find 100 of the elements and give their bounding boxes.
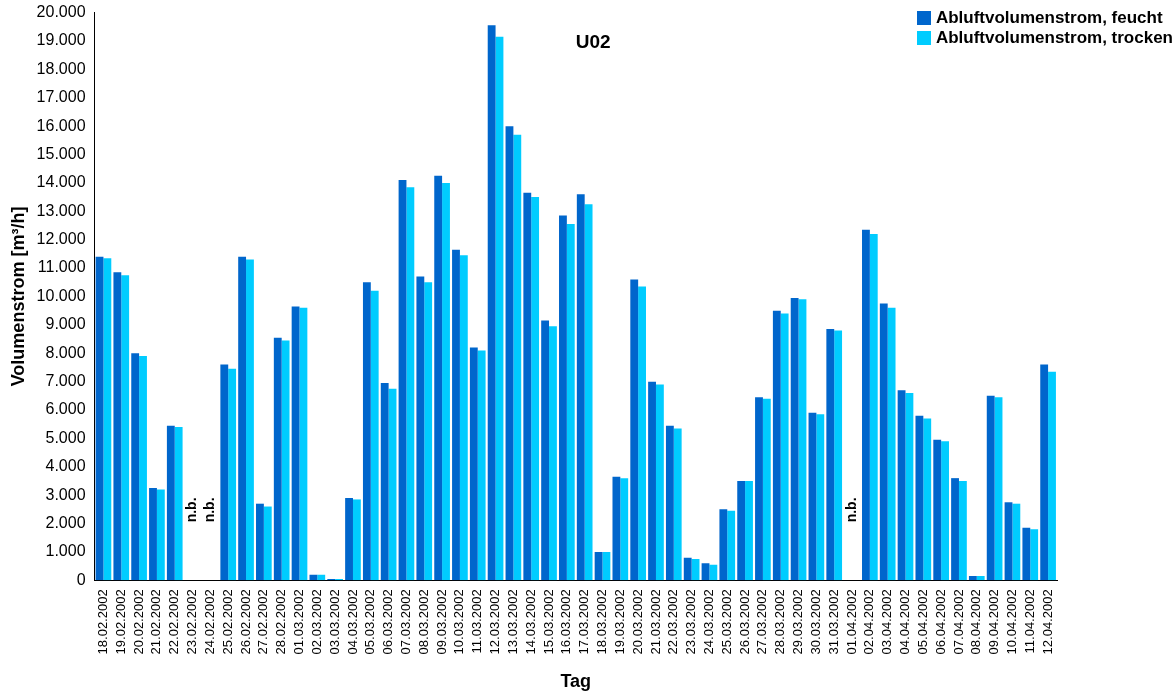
x-tick-label: 01.04.2002 — [843, 589, 859, 655]
y-tick-label: 1.000 — [45, 542, 86, 560]
x-tick-label: 19.03.2002 — [611, 589, 627, 655]
annotation: n.b. — [842, 497, 859, 523]
bar — [790, 297, 799, 581]
x-tick-label: 10.03.2002 — [451, 589, 467, 655]
bar — [834, 330, 843, 581]
bar — [869, 234, 878, 581]
bar — [933, 439, 942, 581]
x-tick-label: 24.02.2002 — [201, 589, 217, 655]
annotation: n.b. — [183, 497, 200, 523]
bar — [370, 290, 379, 581]
x-tick-label: 09.04.2002 — [986, 589, 1002, 655]
bar — [281, 340, 290, 581]
bar — [531, 197, 540, 581]
y-tick-label: 3.000 — [45, 485, 86, 503]
bar — [523, 192, 532, 581]
annotation: n.b. — [201, 497, 218, 523]
x-tick-label: 02.04.2002 — [861, 589, 877, 655]
x-tick-label: 08.03.2002 — [415, 589, 431, 655]
bar — [149, 488, 157, 581]
bar — [352, 499, 361, 581]
y-tick-label: 18.000 — [36, 59, 86, 77]
bar — [487, 25, 496, 581]
x-tick-label: 20.02.2002 — [130, 589, 146, 655]
bar — [862, 229, 870, 581]
bar — [345, 498, 353, 581]
bar — [416, 276, 425, 581]
bar — [986, 395, 995, 581]
bar — [630, 279, 639, 581]
y-tick-label: 20.000 — [36, 3, 86, 21]
y-tick-label: 15.000 — [36, 144, 86, 162]
bar — [727, 510, 736, 581]
text: U02 — [575, 30, 611, 53]
legend-label: Abluftvolumenstrom, trocken — [935, 28, 1173, 48]
bar — [958, 480, 967, 581]
bar — [1030, 529, 1039, 581]
bar — [424, 282, 433, 581]
bar — [887, 307, 896, 581]
bar — [156, 489, 165, 581]
bar — [745, 480, 753, 581]
x-tick-label: 16.03.2002 — [558, 589, 574, 655]
bar — [559, 215, 567, 581]
x-axis-title: Tag — [560, 671, 592, 692]
y-tick-label: 6.000 — [45, 400, 86, 418]
bar — [380, 383, 389, 581]
bar — [238, 256, 247, 581]
bar — [477, 350, 486, 581]
bar — [121, 275, 130, 581]
x-tick-label: 28.03.2002 — [772, 589, 788, 655]
bar — [648, 381, 656, 581]
x-tick-label: 12.04.2002 — [1039, 589, 1055, 655]
bar — [737, 480, 746, 581]
x-tick-label: 23.02.2002 — [184, 589, 200, 655]
bar — [513, 134, 522, 581]
y-axis-title: Volumenstrom [m³/h] — [7, 206, 28, 387]
bar — [452, 249, 460, 581]
x-tick-label: 06.04.2002 — [932, 589, 948, 655]
x-tick-label: 27.02.2002 — [255, 589, 271, 655]
x-tick-label: 18.03.2002 — [594, 589, 610, 655]
bar — [566, 224, 575, 581]
bar — [915, 415, 924, 581]
bar — [113, 272, 122, 581]
bar — [612, 476, 621, 581]
x-tick-label: 31.03.2002 — [825, 589, 841, 655]
x-tick-label: 14.03.2002 — [522, 589, 538, 655]
bar — [174, 427, 183, 581]
bar — [673, 428, 682, 581]
x-tick-label: 30.03.2002 — [807, 589, 823, 655]
x-tick-label: 07.04.2002 — [950, 589, 966, 655]
x-tick-label: 26.02.2002 — [237, 589, 253, 655]
bar — [263, 506, 272, 581]
legend-label: Abluftvolumenstrom, feucht — [935, 8, 1163, 28]
bar — [968, 576, 977, 581]
bar — [246, 259, 254, 581]
bar — [362, 282, 371, 581]
y-tick-label: 4.000 — [45, 457, 86, 475]
bar — [594, 551, 603, 581]
y-tick-label: 10.000 — [36, 286, 86, 304]
bar — [166, 425, 175, 581]
bar — [897, 390, 906, 581]
x-tick-label: 21.03.2002 — [647, 589, 663, 655]
x-tick-label: 05.03.2002 — [362, 589, 378, 655]
x-tick-label: 09.03.2002 — [433, 589, 449, 655]
x-tick-label: 13.03.2002 — [504, 589, 520, 655]
bar — [469, 347, 478, 581]
x-tick-label: 29.03.2002 — [790, 589, 806, 655]
x-tick-label: 17.03.2002 — [576, 589, 592, 655]
y-tick-label: 2.000 — [45, 513, 86, 531]
bar — [541, 320, 550, 581]
y-tick-label: 7.000 — [45, 372, 86, 390]
bar — [1040, 364, 1049, 581]
x-tick-label: 22.02.2002 — [166, 589, 182, 655]
x-tick-label: 25.03.2002 — [718, 589, 734, 655]
x-tick-label: 08.04.2002 — [968, 589, 984, 655]
bar — [951, 478, 959, 581]
bar — [941, 441, 949, 581]
bar — [291, 306, 300, 581]
y-tick-label: 11.000 — [37, 258, 86, 276]
x-tick-label: 24.03.2002 — [701, 589, 717, 655]
